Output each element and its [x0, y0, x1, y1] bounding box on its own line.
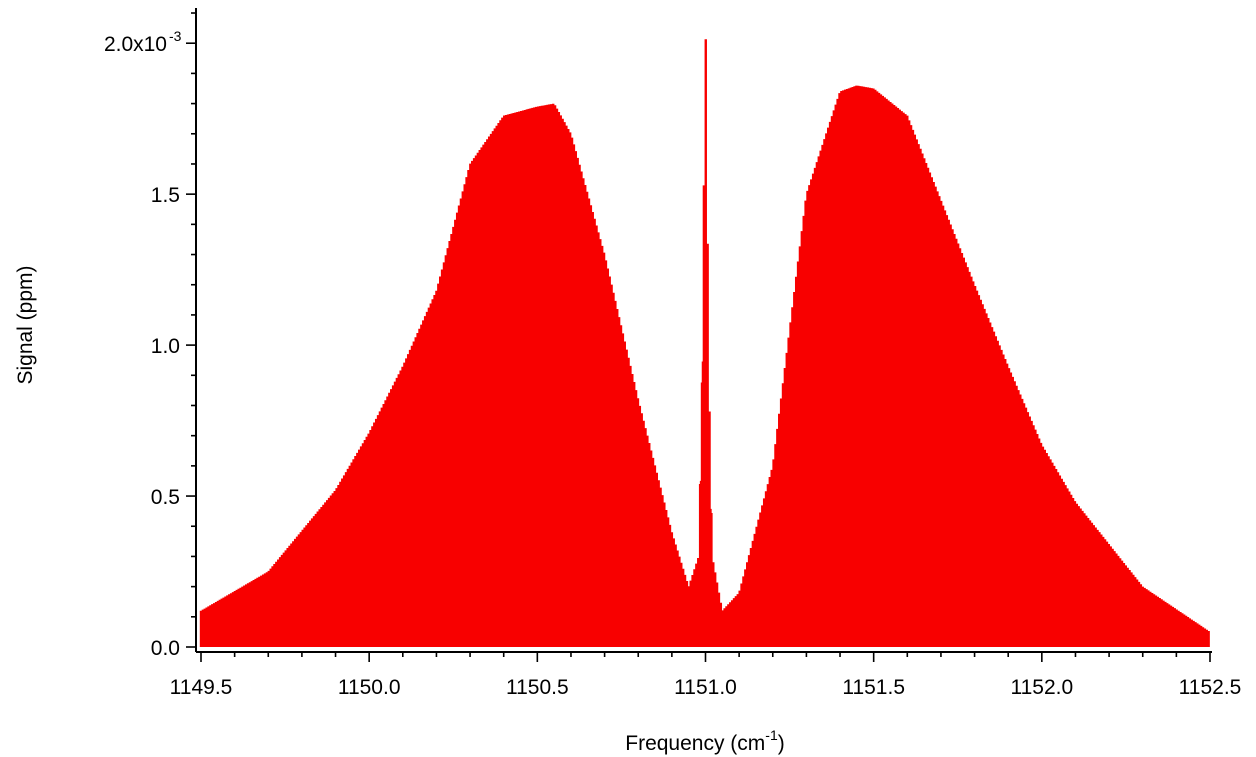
plot-area [199, 39, 1210, 647]
x-tick-label: 1152.5 [1179, 676, 1242, 699]
x-axis-title-sup: -1 [765, 727, 778, 743]
x-tick-label: 1150.0 [338, 676, 401, 699]
y-tick-label: 1.0 [151, 335, 180, 358]
x-tick-label: 1151.0 [674, 676, 737, 699]
x-axis-title-tail: ) [778, 732, 785, 755]
x-axis-title: Frequency (cm-1) [625, 727, 785, 755]
y-tick-exponent: -3 [169, 28, 182, 44]
y-tick-label: 0.0 [151, 637, 180, 660]
y-axis-title: Signal (ppm) [14, 265, 37, 384]
x-tick-label: 1149.5 [170, 676, 233, 699]
y-tick-label: 0.5 [151, 486, 180, 509]
y-tick-label: 1.5 [151, 184, 180, 207]
x-axis-title-main: Frequency (cm [625, 732, 765, 755]
ticks: 1149.5 1150.0 1150.5 1151.0 1151.5 1152.0 1152… [104, 12, 1242, 699]
y-tick-label: 2.0x10 [104, 33, 167, 56]
axes [195, 8, 1212, 653]
spectrum-fill [201, 296, 1209, 647]
x-tick-label: 1152.0 [1010, 676, 1073, 699]
x-tick-label: 1151.5 [842, 676, 905, 699]
x-tick-label: 1150.5 [506, 676, 569, 699]
